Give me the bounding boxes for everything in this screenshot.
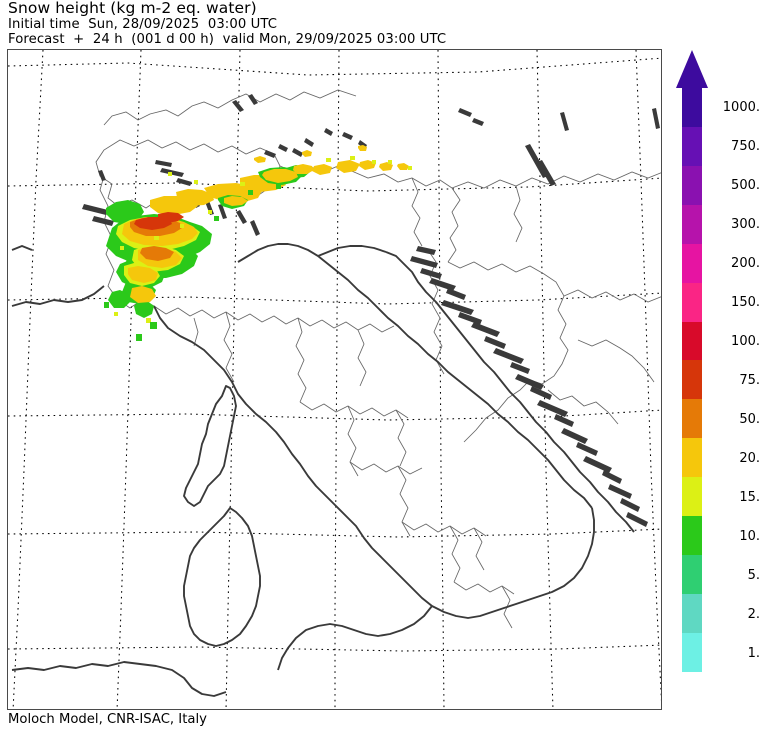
colorbar-band (682, 88, 702, 127)
colorbar-tick: 300. (731, 217, 760, 233)
colorbar-arrow-top (676, 50, 708, 88)
colorbar-band (682, 555, 702, 594)
colorbar-tick: 200. (731, 256, 760, 272)
colorbar-band (682, 632, 702, 672)
colorbar-tick: 1. (747, 645, 760, 661)
colorbar-band (682, 204, 702, 244)
colorbar-bands (682, 88, 702, 672)
admin-borders (95, 89, 661, 629)
colorbar-band (682, 243, 702, 283)
colorbar-tick: 75. (739, 373, 760, 388)
colorbar-tick: 10. (739, 528, 760, 544)
colorbar-tick: 50. (739, 411, 760, 427)
colorbar-tick: 15. (739, 489, 760, 505)
model-credit: Moloch Model, CNR-ISAC, Italy (8, 712, 207, 727)
page-title: Snow height (kg m-2 eq. water) (8, 0, 257, 17)
colorbar-band (682, 477, 702, 517)
forecast-map[interactable] (7, 49, 662, 710)
colorbar-tick-labels: 1000. 750. 500. 300. 200. 150. 100. 75. 50. 20. 15… (706, 50, 760, 690)
colorbar (676, 50, 708, 672)
colorbar-band (682, 165, 702, 205)
colorbar-tick: 5. (747, 567, 760, 583)
initial-time-text: Initial time Sun, 28/09/2025 03:00 UTC (8, 17, 278, 32)
colorbar-tick: 20. (739, 450, 760, 466)
colorbar-band (682, 438, 702, 478)
colorbar-band (682, 399, 702, 439)
snow-field (104, 145, 412, 341)
colorbar-tick: 750. (731, 139, 760, 155)
colorbar-band (682, 126, 702, 166)
map-canvas (8, 50, 661, 709)
map-graphics (8, 50, 661, 709)
colorbar-band (682, 282, 702, 322)
colorbar-band (682, 360, 702, 400)
colorbar-tick: 100. (731, 334, 760, 350)
colorbar-tick: 1000. (722, 100, 760, 116)
colorbar-tick: 2. (747, 606, 760, 622)
colorbar-band (682, 516, 702, 556)
colorbar-band (682, 321, 702, 361)
coastlines (11, 94, 660, 697)
header: Snow height (kg m-2 eq. water) Initial t… (8, 0, 648, 47)
forecast-valid-text: Forecast + 24 h (001 d 00 h) valid Mon, … (8, 32, 447, 47)
colorbar-tick: 500. (731, 178, 760, 194)
colorbar-tick: 150. (731, 295, 760, 311)
colorbar-band (682, 593, 702, 633)
